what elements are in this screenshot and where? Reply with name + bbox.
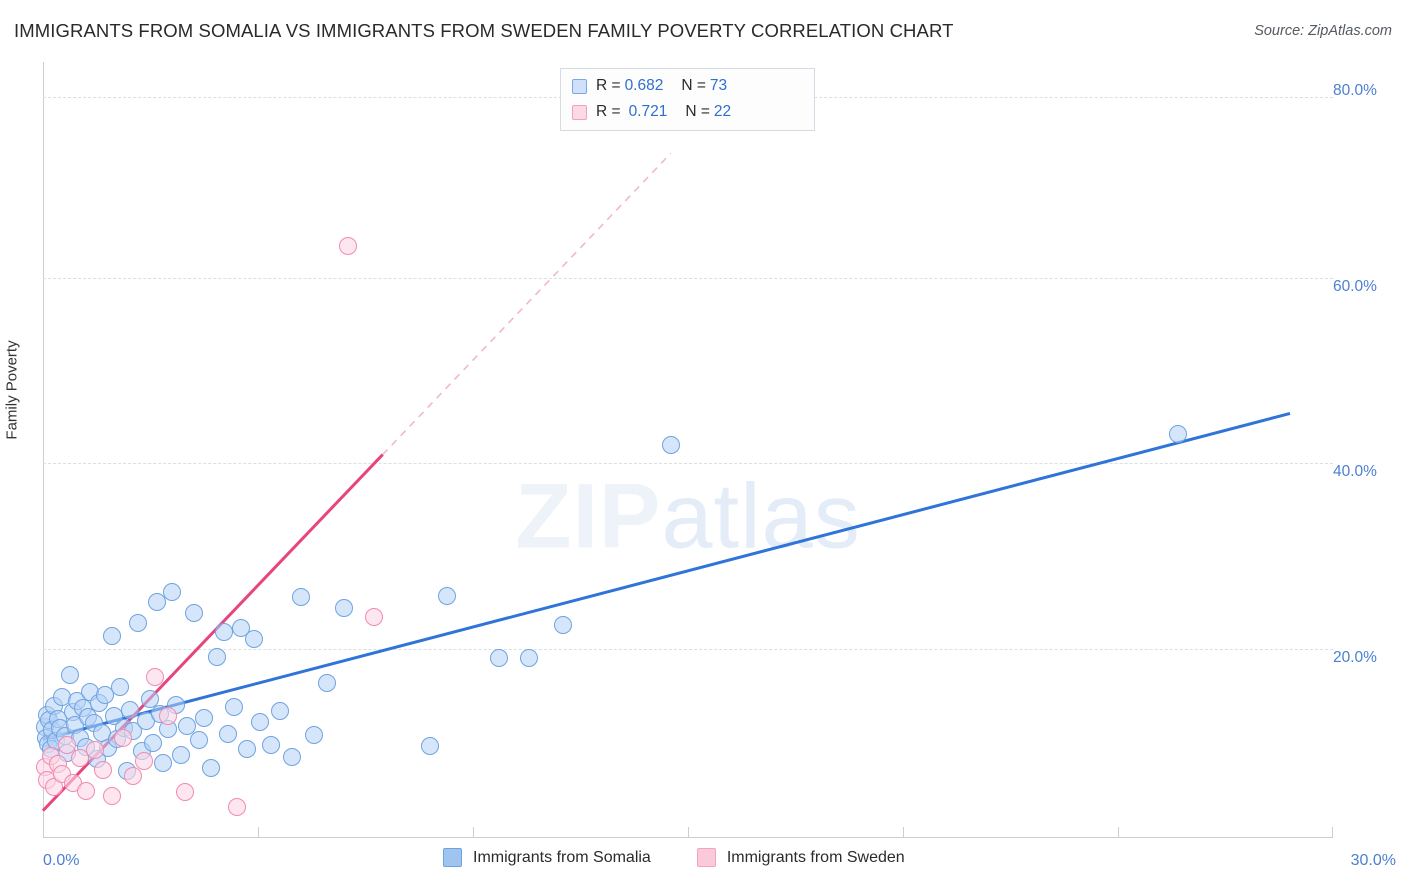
- stats-r-value-sweden: 0.721: [628, 103, 668, 120]
- scatter-point: [225, 698, 244, 717]
- x-tick-5: [1118, 827, 1119, 838]
- scatter-point: [304, 725, 323, 744]
- y-tick-label-80: 80.0%: [1333, 82, 1377, 99]
- gridline-20: [43, 649, 1333, 650]
- trend-line-dashed-1: [382, 152, 672, 456]
- x-tick-3: [688, 827, 689, 838]
- scatter-point: [140, 690, 159, 709]
- scatter-point: [438, 587, 457, 606]
- scatter-point: [147, 592, 166, 611]
- stats-row-sweden: R = 0.721 N = 22: [572, 101, 731, 123]
- stats-n-value-sweden: 22: [713, 103, 732, 120]
- scatter-point: [57, 735, 76, 754]
- legend: Immigrants from Somalia Immigrants from …: [443, 848, 951, 867]
- y-tick-label-20: 20.0%: [1333, 649, 1377, 666]
- scatter-point: [365, 608, 384, 627]
- page-title: IMMIGRANTS FROM SOMALIA VS IMMIGRANTS FR…: [14, 20, 954, 41]
- source-label: Source: ZipAtlas.com: [1254, 23, 1392, 39]
- scatter-point: [261, 735, 280, 754]
- scatter-point: [94, 761, 113, 780]
- plot-area: ZIPatlas: [36, 62, 1333, 838]
- scatter-point: [335, 598, 353, 617]
- trend-line-0: [42, 412, 1291, 741]
- scatter-point: [102, 787, 121, 805]
- scatter-point: [519, 649, 538, 668]
- x-tick-1: [258, 827, 259, 838]
- scatter-point: [120, 701, 139, 720]
- scatter-point: [244, 629, 263, 648]
- scatter-point: [218, 724, 237, 743]
- scatter-point: [201, 758, 220, 777]
- scatter-point: [554, 616, 573, 635]
- stats-r-label-sweden: R =: [596, 103, 621, 120]
- x-axis-max-label: 30.0%: [1350, 852, 1396, 869]
- scatter-point: [317, 673, 336, 692]
- y-axis-title: Family Poverty: [3, 340, 21, 440]
- scatter-point: [175, 783, 194, 802]
- y-tick-label-60: 60.0%: [1333, 278, 1377, 295]
- scatter-point: [171, 745, 190, 764]
- scatter-point: [60, 666, 79, 685]
- scatter-point: [102, 627, 121, 646]
- legend-item-somalia[interactable]: Immigrants from Somalia: [443, 848, 651, 867]
- x-tick-4: [903, 827, 904, 838]
- stats-row-somalia: R = 0.682 N = 73: [572, 75, 727, 97]
- scatter-point: [178, 716, 197, 735]
- scatter-point: [113, 728, 132, 747]
- scatter-point: [145, 668, 164, 687]
- scatter-point: [489, 649, 508, 668]
- scatter-point: [85, 741, 104, 760]
- scatter-point: [339, 237, 358, 256]
- scatter-point: [208, 648, 227, 667]
- x-tick-6: [1332, 827, 1333, 838]
- y-axis-line: [43, 62, 44, 838]
- x-axis-min-label: 0.0%: [43, 852, 80, 869]
- scatter-point: [1169, 425, 1188, 444]
- stats-r-value-somalia: 0.682: [624, 77, 664, 94]
- stats-n-label-somalia: N =: [681, 77, 706, 94]
- stats-legend-box: R = 0.682 N = 73 R = 0.721 N = 22: [560, 68, 815, 131]
- x-tick-0: [43, 827, 44, 838]
- scatter-point: [251, 713, 270, 732]
- scatter-point: [77, 781, 95, 800]
- scatter-point: [158, 706, 177, 725]
- scatter-point: [135, 752, 154, 771]
- scatter-point: [661, 436, 680, 455]
- x-tick-2: [473, 827, 474, 838]
- stats-n-value-somalia: 73: [709, 77, 728, 94]
- legend-swatch-somalia: [443, 848, 462, 867]
- scatter-point: [128, 614, 147, 633]
- gridline-60: [43, 278, 1333, 279]
- scatter-point: [143, 734, 162, 753]
- scatter-point: [70, 748, 89, 767]
- trend-lines: [41, 152, 1291, 812]
- legend-swatch-sweden: [696, 848, 716, 867]
- scatter-point: [238, 739, 257, 758]
- stats-swatch-sweden: [572, 104, 587, 120]
- stats-swatch-somalia: [572, 78, 587, 94]
- scatter-point: [283, 747, 302, 766]
- scatter-point: [124, 766, 143, 785]
- scatter-point: [96, 685, 115, 704]
- scatter-point: [163, 582, 181, 601]
- scatter-point: [270, 702, 289, 721]
- gridline-40: [43, 463, 1333, 464]
- scatter-point: [111, 678, 130, 697]
- scatter-point: [214, 622, 233, 641]
- scatter-point: [154, 754, 173, 773]
- legend-label-sweden: Immigrants from Sweden: [726, 848, 905, 866]
- scatter-point: [231, 619, 250, 638]
- scatter-point: [227, 797, 246, 816]
- stats-n-label-sweden: N =: [685, 103, 710, 120]
- scatter-point: [189, 731, 208, 750]
- stats-r-label-somalia: R =: [596, 77, 621, 94]
- legend-item-sweden[interactable]: Immigrants from Sweden: [696, 848, 905, 867]
- legend-label-somalia: Immigrants from Somalia: [473, 848, 651, 866]
- scatter-point: [421, 736, 439, 755]
- scatter-point: [292, 587, 310, 606]
- scatter-point: [195, 709, 214, 728]
- scatter-point: [184, 604, 203, 623]
- y-tick-label-40: 40.0%: [1333, 463, 1377, 480]
